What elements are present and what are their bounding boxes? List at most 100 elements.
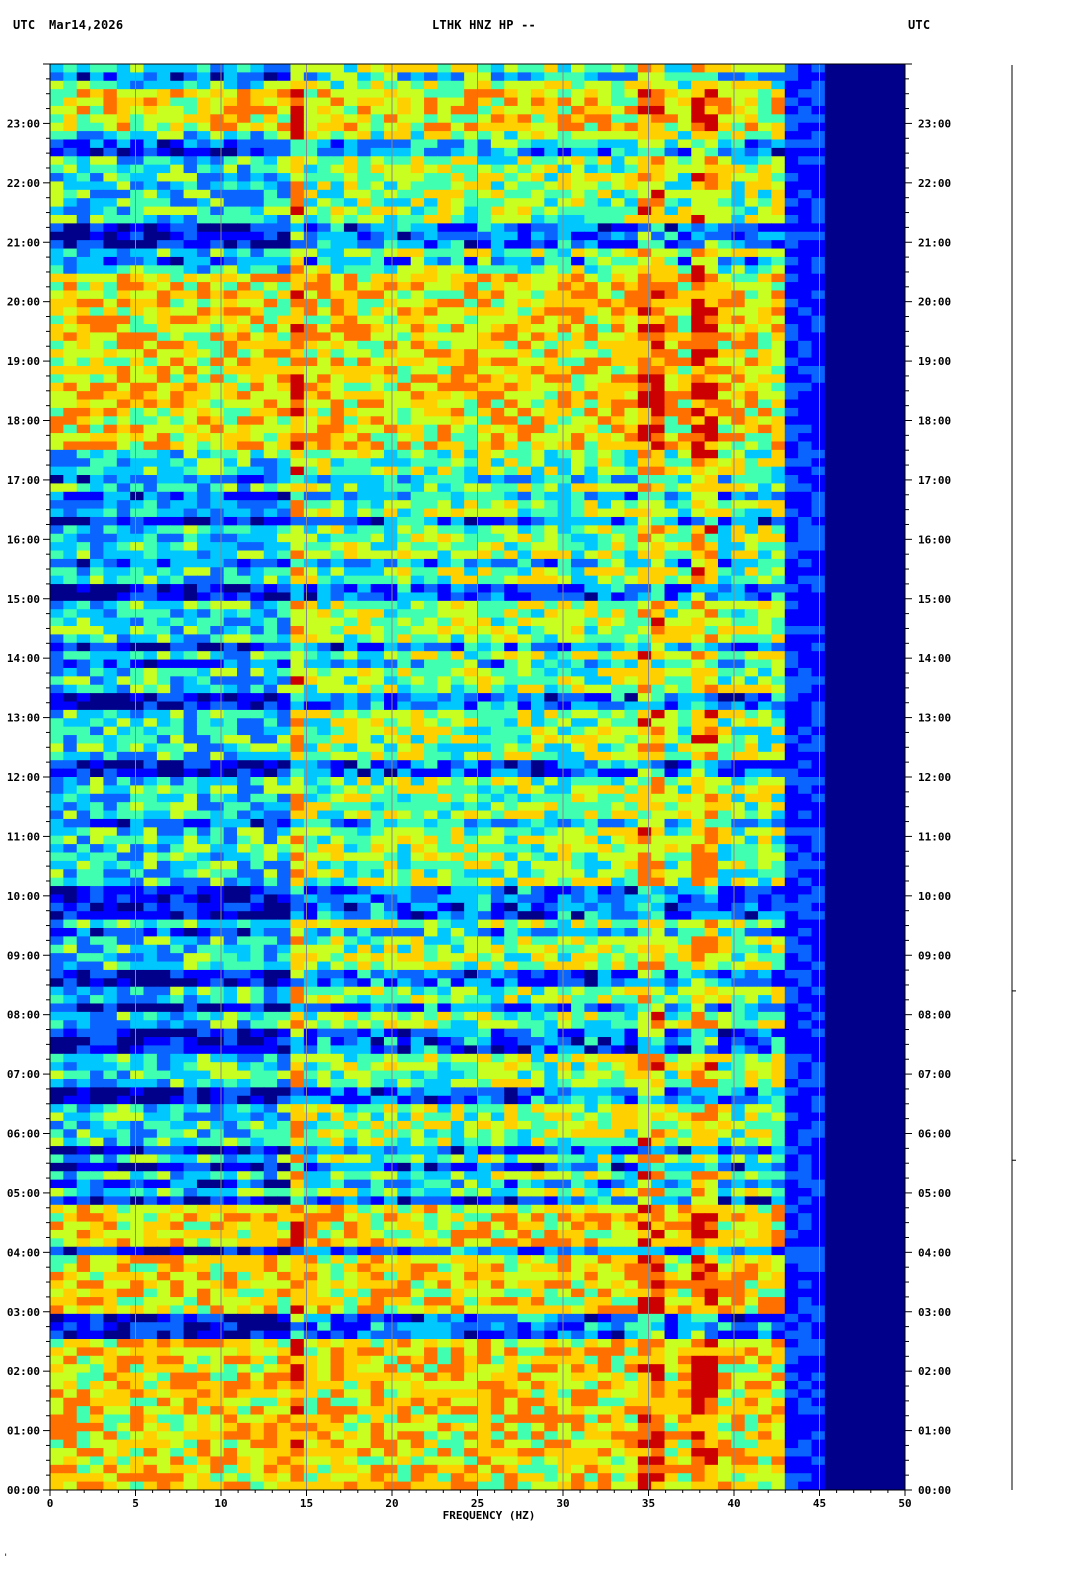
- heatmap-cell: [103, 525, 118, 535]
- heatmap-cell: [704, 164, 719, 174]
- heatmap-cell: [784, 248, 799, 258]
- heatmap-cell: [517, 273, 532, 283]
- heatmap-cell: [530, 349, 545, 359]
- heatmap-cell: [651, 516, 666, 526]
- heatmap-cell: [357, 206, 372, 216]
- heatmap-cell: [811, 240, 826, 250]
- heatmap-row: [50, 198, 905, 208]
- heatmap-cell: [196, 542, 211, 552]
- heatmap-cell: [370, 97, 385, 107]
- heatmap-cell: [544, 667, 559, 677]
- heatmap-cell: [611, 374, 626, 384]
- heatmap-cell: [223, 223, 238, 233]
- heatmap-cell: [183, 416, 198, 426]
- heatmap-cell: [410, 248, 425, 258]
- heatmap-cell: [103, 64, 118, 73]
- heatmap-cell: [210, 256, 225, 266]
- heatmap-cell: [704, 147, 719, 157]
- heatmap-cell: [277, 382, 292, 392]
- heatmap-cell: [811, 273, 826, 283]
- heatmap-cell: [597, 80, 612, 90]
- heatmap-cell: [504, 525, 519, 535]
- heatmap-cell: [851, 131, 866, 141]
- heatmap-cell: [170, 214, 185, 224]
- heatmap-cell: [450, 458, 465, 468]
- heatmap-cell: [76, 550, 91, 560]
- heatmap-cell: [50, 139, 64, 149]
- heatmap-cell: [838, 365, 853, 375]
- heatmap-cell: [210, 131, 225, 141]
- heatmap-cell: [824, 584, 839, 594]
- heatmap-cell: [544, 584, 559, 594]
- heatmap-cell: [303, 248, 318, 258]
- heatmap-cell: [637, 105, 652, 115]
- heatmap-cell: [464, 206, 479, 216]
- heatmap-cell: [477, 256, 492, 266]
- heatmap-cell: [170, 500, 185, 510]
- heatmap-cell: [237, 156, 251, 166]
- heatmap-cell: [450, 206, 465, 216]
- heatmap-cell: [317, 433, 332, 443]
- heatmap-cell: [410, 122, 425, 132]
- heatmap-cell: [544, 231, 559, 241]
- heatmap-cell: [183, 164, 198, 174]
- heatmap-cell: [130, 575, 145, 585]
- heatmap-cell: [544, 382, 559, 392]
- heatmap-cell: [651, 365, 666, 375]
- heatmap-cell: [744, 617, 759, 627]
- heatmap-cell: [290, 189, 305, 199]
- heatmap-cell: [864, 533, 879, 543]
- heatmap-cell: [784, 357, 799, 367]
- heatmap-cell: [758, 298, 773, 308]
- heatmap-cell: [611, 332, 626, 342]
- heatmap-cell: [170, 634, 185, 644]
- heatmap-cell: [317, 365, 332, 375]
- heatmap-cell: [290, 575, 305, 585]
- heatmap-cell: [277, 659, 292, 669]
- heatmap-cell: [90, 558, 105, 568]
- heatmap-cell: [717, 584, 732, 594]
- heatmap-cell: [223, 542, 238, 552]
- heatmap-cell: [437, 693, 452, 703]
- heatmap-cell: [637, 441, 652, 451]
- heatmap-cell: [277, 424, 292, 434]
- heatmap-cell: [357, 626, 372, 635]
- heatmap-cell: [544, 105, 559, 115]
- heatmap-cell: [317, 416, 332, 426]
- heatmap-cell: [90, 567, 105, 577]
- heatmap-cell: [758, 525, 773, 535]
- heatmap-cell: [557, 206, 572, 216]
- heatmap-cell: [370, 508, 385, 518]
- heatmap-cell: [504, 458, 519, 468]
- heatmap-cell: [811, 357, 826, 367]
- heatmap-cell: [624, 424, 639, 434]
- heatmap-cell: [424, 642, 439, 652]
- heatmap-cell: [517, 491, 532, 501]
- heatmap-cell: [544, 290, 559, 300]
- heatmap-cell: [584, 240, 599, 250]
- heatmap-cell: [704, 156, 719, 166]
- heatmap-cell: [798, 173, 813, 183]
- heatmap-cell: [891, 609, 905, 619]
- heatmap-cell: [758, 483, 773, 493]
- heatmap-cell: [383, 609, 398, 619]
- heatmap-cell: [303, 441, 318, 451]
- heatmap-cell: [250, 449, 265, 459]
- heatmap-cell: [196, 332, 211, 342]
- heatmap-cell: [50, 592, 64, 602]
- heatmap-cell: [103, 248, 118, 258]
- heatmap-cell: [571, 248, 585, 258]
- heatmap-cell: [357, 332, 372, 342]
- heatmap-cell: [704, 500, 719, 510]
- heatmap-cell: [557, 265, 572, 275]
- heatmap-cell: [63, 307, 78, 317]
- heatmap-cell: [664, 147, 679, 157]
- heatmap-cell: [624, 449, 639, 459]
- heatmap-cell: [530, 324, 545, 334]
- heatmap-cell: [76, 189, 91, 199]
- heatmap-cell: [290, 282, 305, 292]
- heatmap-cell: [130, 693, 145, 703]
- heatmap-cell: [156, 466, 171, 476]
- heatmap-cell: [878, 105, 893, 115]
- heatmap-cell: [891, 525, 905, 535]
